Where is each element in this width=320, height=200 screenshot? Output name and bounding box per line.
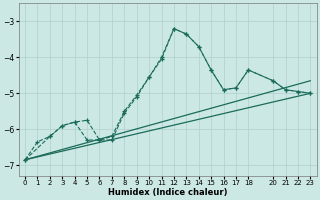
X-axis label: Humidex (Indice chaleur): Humidex (Indice chaleur) xyxy=(108,188,228,197)
